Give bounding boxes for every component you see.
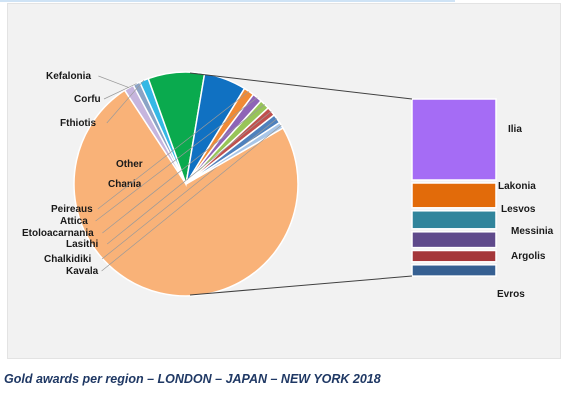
bar-segment-lakonia (411, 182, 497, 209)
slice-label-lasithi: Lasithi (66, 239, 98, 250)
bar-label-evros: Evros (497, 289, 525, 300)
bar-segment-lesvos (411, 210, 497, 230)
slice-label-kefalonia: Kefalonia (46, 71, 91, 82)
slice-label-etoloacarnania: Etoloacarnania (22, 228, 94, 239)
leader-line-attica (95, 97, 258, 222)
bar-segment-ilia (411, 98, 497, 181)
bar-label-messinia: Messinia (511, 226, 554, 237)
bar-segment-argolis (411, 249, 497, 263)
leader-line-chalkidiki (101, 118, 278, 260)
pie-slice-group (73, 89, 299, 297)
slice-label-fthiotis: Fthiotis (60, 118, 97, 129)
slice-label-corfu: Corfu (74, 94, 101, 105)
chart-area: Kefalonia Corfu Fthiotis Other Chania Peireau… (7, 3, 561, 359)
slice-label-chania: Chania (108, 179, 142, 190)
connector-line-top (189, 72, 413, 100)
bar-label-lakonia: Lakonia (498, 181, 536, 192)
bar-segment-messinia (411, 231, 497, 249)
leader-line-corfu (103, 83, 137, 100)
leader-line-kavala (101, 124, 282, 272)
bar-label-ilia: Ilia (508, 124, 522, 135)
pie-slice-kavala (185, 121, 285, 185)
slice-label-peireaus: Peireaus (51, 204, 93, 215)
connector-line-bottom (189, 275, 413, 296)
leader-line-lasithi (106, 111, 272, 245)
bar-label-lesvos: Lesvos (501, 204, 536, 215)
pie-of-pie-chart: Kefalonia Corfu Fthiotis Other Chania Peireau… (22, 71, 554, 300)
bar-segment-evros (411, 264, 497, 277)
leader-line-etoloacarnania (102, 104, 265, 234)
top-rule (0, 0, 455, 2)
bar-label-argolis: Argolis (511, 251, 546, 262)
chart-caption: Gold awards per region – LONDON – JAPAN … (4, 372, 381, 386)
leader-line-kefalonia (98, 75, 130, 88)
slice-label-chalkidiki: Chalkidiki (44, 254, 91, 265)
slice-label-attica: Attica (60, 216, 88, 227)
slice-label-kavala: Kavala (66, 266, 99, 277)
leader-line-peireaus (97, 91, 250, 210)
leader-line-fthiotis (106, 79, 145, 124)
slice-label-other: Other (116, 159, 143, 170)
